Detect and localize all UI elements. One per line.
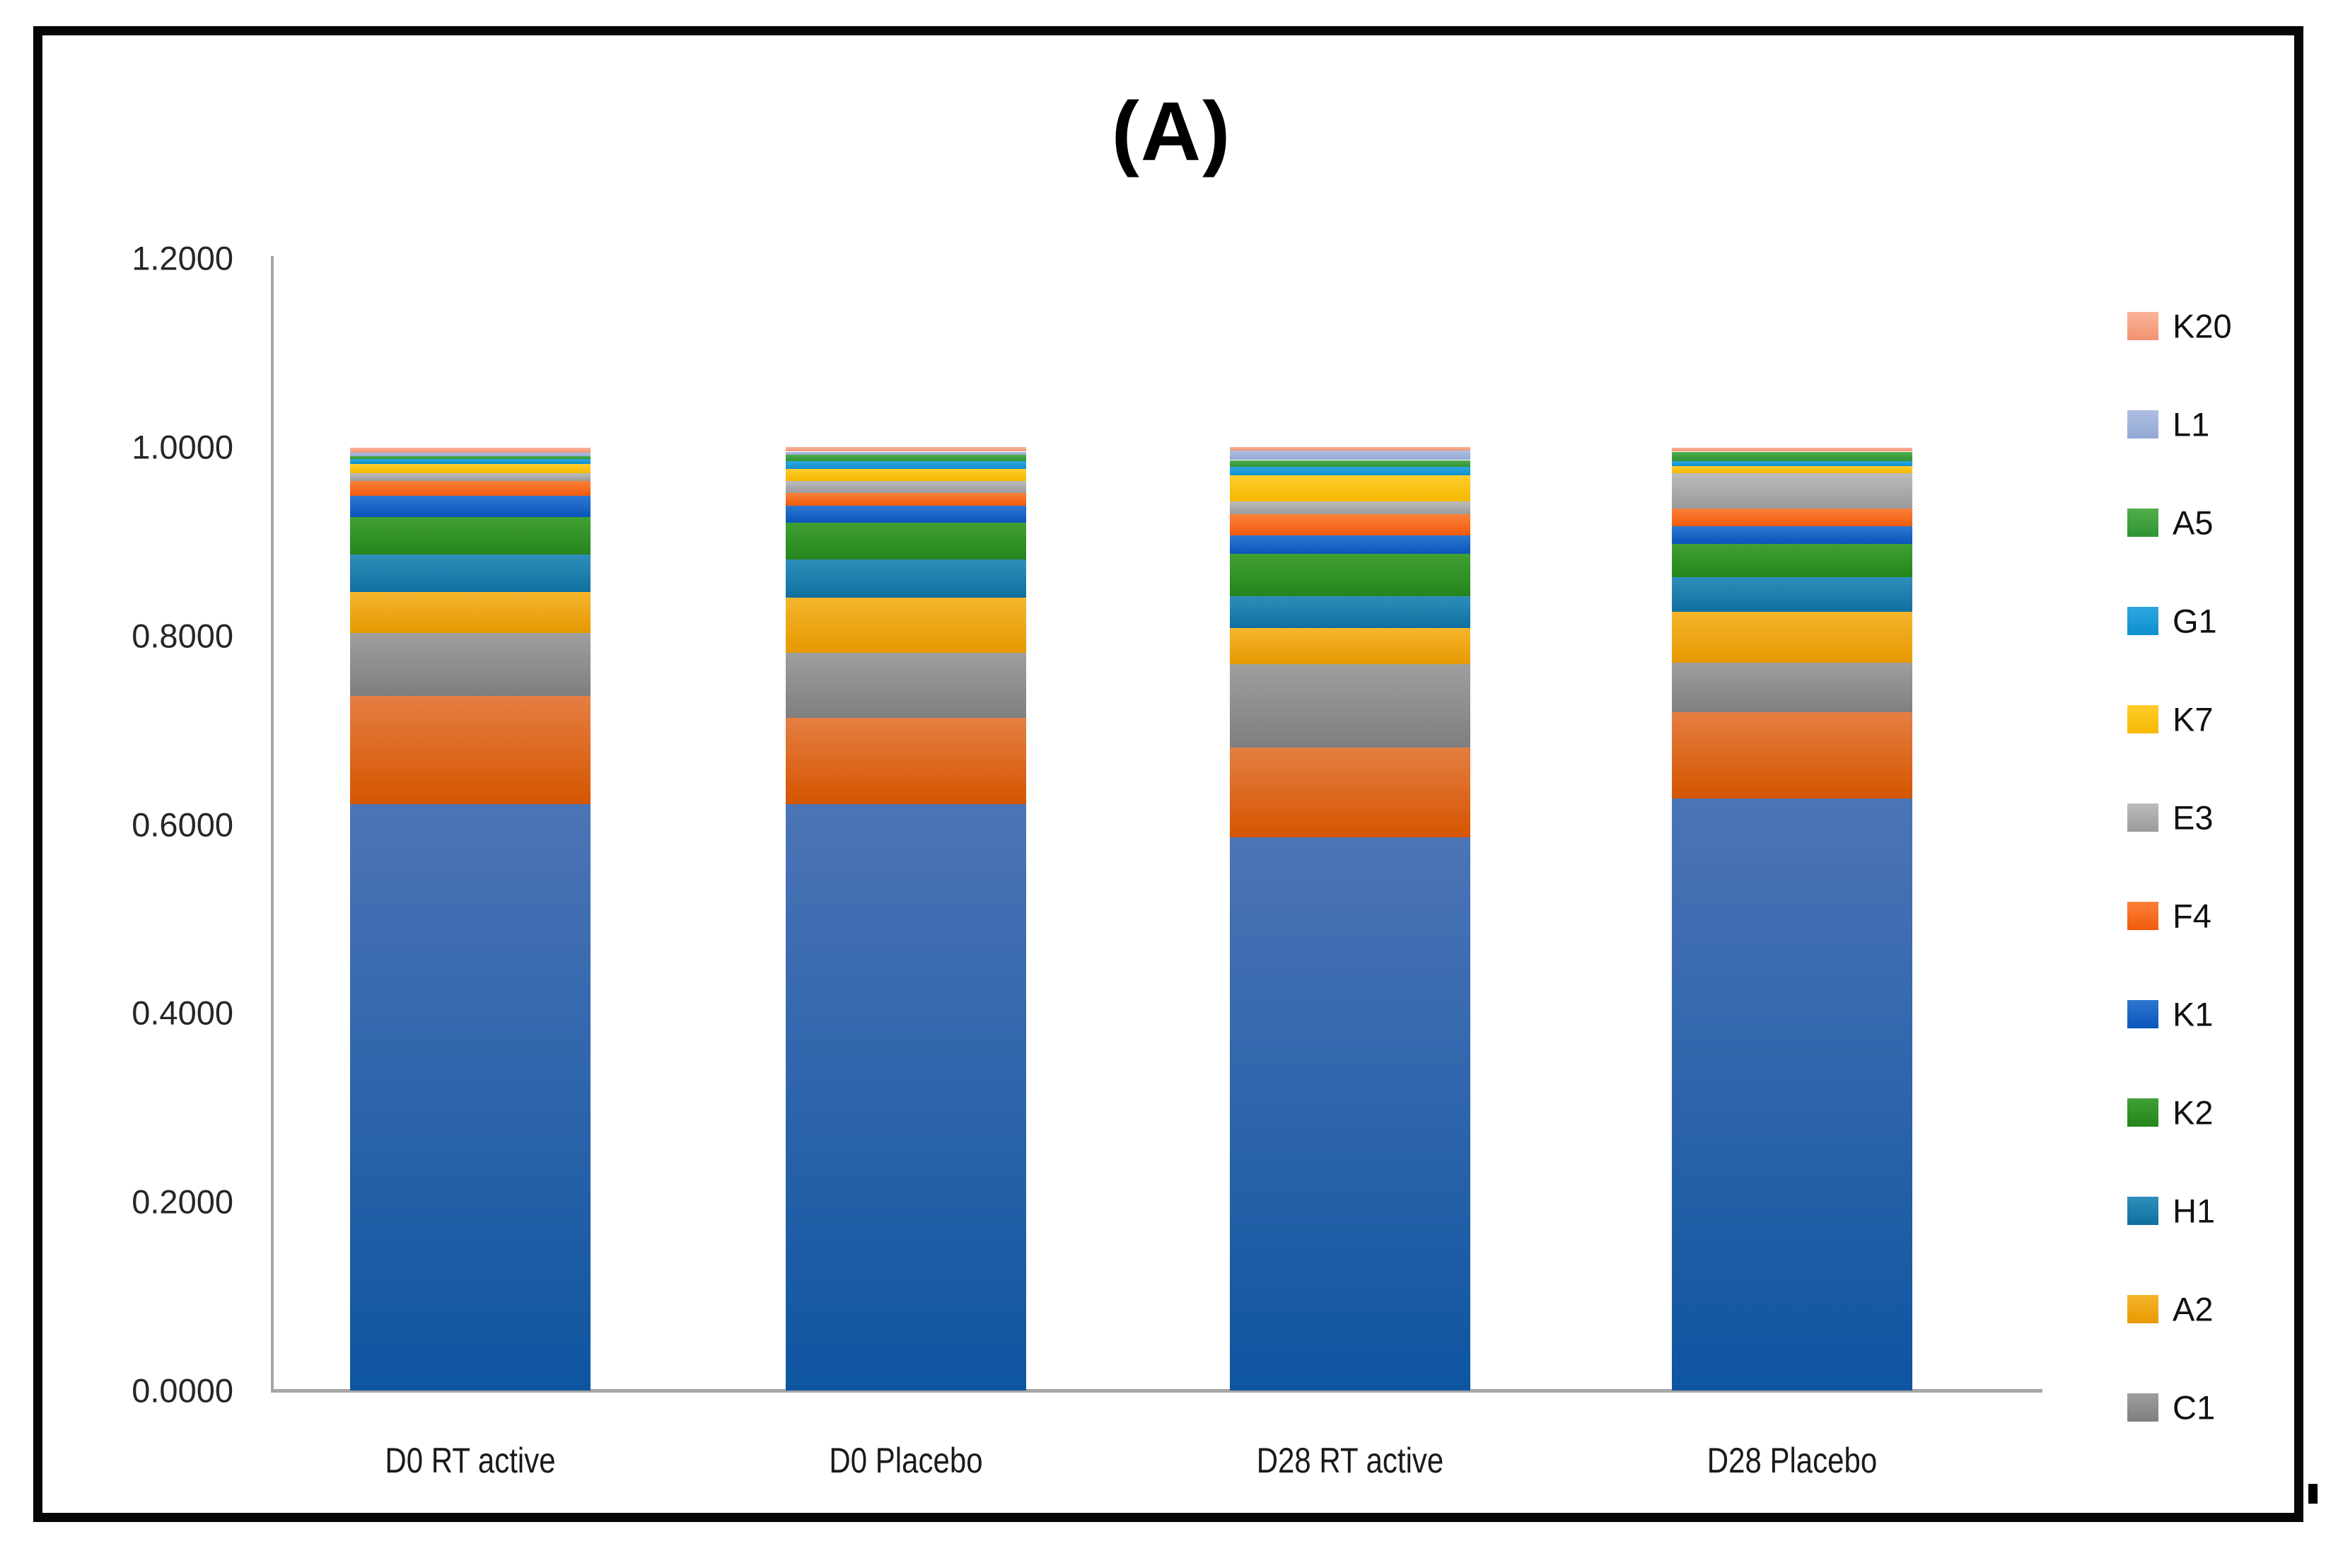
bar-segment-C1-2 bbox=[786, 652, 1026, 718]
legend-swatch-E3 bbox=[2127, 803, 2158, 832]
bar-segment-A2-4 bbox=[1672, 612, 1912, 663]
legend-swatch-A2 bbox=[2127, 1295, 2158, 1323]
chart-title: (A) bbox=[1111, 85, 1232, 178]
category-label: D0 Placebo bbox=[829, 1441, 983, 1480]
bar-segment-base-blue-3 bbox=[1230, 837, 1470, 1390]
bar-segment-K1-1 bbox=[350, 496, 591, 517]
bar-segment-base-orange-4 bbox=[1672, 712, 1912, 799]
bar-segment-A2-1 bbox=[350, 592, 591, 633]
bar-segment-H1-3 bbox=[1230, 596, 1470, 628]
legend-swatch-K20 bbox=[2127, 312, 2158, 340]
bar-segment-C1-4 bbox=[1672, 663, 1912, 712]
bar-segment-base-orange-3 bbox=[1230, 748, 1470, 838]
bar-segment-base-orange-2 bbox=[786, 717, 1026, 805]
bar-segment-F4-3 bbox=[1230, 513, 1470, 536]
bar-segment-A5-4 bbox=[1672, 451, 1912, 461]
bar-segment-A5-3 bbox=[1230, 460, 1470, 467]
bar-segment-L1-1 bbox=[350, 452, 591, 457]
bar-segment-base-orange-1 bbox=[350, 696, 591, 805]
bar-segment-L1-2 bbox=[786, 451, 1026, 455]
legend: K20 L1 A5 G1 K7 E3 F4 K1 K2 H1 A2 C1 bbox=[2127, 0, 2339, 1568]
bar-segment-G1-3 bbox=[1230, 466, 1470, 475]
category-label: D0 RT active bbox=[385, 1441, 556, 1480]
legend-label-L1: L1 bbox=[2173, 405, 2210, 443]
legend-swatch-A5 bbox=[2127, 509, 2158, 537]
bar-segment-K7-1 bbox=[350, 463, 591, 474]
legend-label-F4: F4 bbox=[2173, 897, 2211, 935]
legend-label-K1: K1 bbox=[2173, 995, 2214, 1033]
bar-segment-K7-2 bbox=[786, 468, 1026, 481]
bar-segment-K7-3 bbox=[1230, 475, 1470, 502]
stray-mark bbox=[2308, 1484, 2318, 1504]
y-axis-tick-label: 0.8000 bbox=[132, 617, 233, 655]
legend-label-C1: C1 bbox=[2173, 1388, 2216, 1427]
bar-segment-E3-3 bbox=[1230, 501, 1470, 514]
y-axis-tick-label: 1.2000 bbox=[132, 239, 233, 277]
y-axis-tick-label: 0.0000 bbox=[132, 1371, 233, 1410]
bar-segment-C1-3 bbox=[1230, 663, 1470, 748]
bar-segment-K20-3 bbox=[1230, 446, 1470, 451]
bar-segment-K20-4 bbox=[1672, 448, 1912, 452]
bar-segment-H1-1 bbox=[350, 554, 591, 593]
bar-segment-G1-2 bbox=[786, 460, 1026, 469]
bar-segment-A2-3 bbox=[1230, 627, 1470, 664]
bar-segment-F4-2 bbox=[786, 493, 1026, 506]
bar-segment-G1-1 bbox=[350, 459, 591, 464]
bar-segment-C1-1 bbox=[350, 632, 591, 697]
legend-swatch-K7 bbox=[2127, 705, 2158, 733]
bar-segment-E3-2 bbox=[786, 480, 1026, 494]
bar-segment-A5-2 bbox=[786, 454, 1026, 461]
bar-segment-H1-4 bbox=[1672, 576, 1912, 612]
bar-segment-base-blue-4 bbox=[1672, 798, 1912, 1390]
legend-label-K20: K20 bbox=[2173, 307, 2232, 345]
bar-segment-F4-1 bbox=[350, 480, 591, 496]
bar-segment-K2-2 bbox=[786, 522, 1026, 559]
legend-swatch-K1 bbox=[2127, 1000, 2158, 1028]
bar-segment-K2-3 bbox=[1230, 553, 1470, 596]
category-label: D28 RT active bbox=[1256, 1441, 1444, 1480]
y-axis-line bbox=[271, 256, 274, 1390]
bar-segment-K2-4 bbox=[1672, 544, 1912, 577]
bar-segment-K7-4 bbox=[1672, 465, 1912, 474]
bar-segment-L1-3 bbox=[1230, 451, 1470, 460]
bar-segment-K1-3 bbox=[1230, 535, 1470, 554]
bar-segment-K20-1 bbox=[350, 448, 591, 453]
legend-label-K7: K7 bbox=[2173, 700, 2214, 738]
x-axis-baseline bbox=[271, 1389, 2042, 1393]
bar-segment-H1-2 bbox=[786, 559, 1026, 598]
legend-swatch-C1 bbox=[2127, 1393, 2158, 1422]
bar-segment-K20-2 bbox=[786, 446, 1026, 452]
bar-segment-E3-4 bbox=[1672, 473, 1912, 509]
legend-label-K2: K2 bbox=[2173, 1093, 2214, 1132]
y-axis-tick-label: 0.2000 bbox=[132, 1183, 233, 1221]
category-label: D28 Placebo bbox=[1707, 1441, 1878, 1480]
legend-swatch-G1 bbox=[2127, 607, 2158, 635]
bar-segment-base-blue-1 bbox=[350, 804, 591, 1390]
legend-label-A2: A2 bbox=[2173, 1290, 2214, 1328]
legend-label-A5: A5 bbox=[2173, 504, 2214, 542]
legend-swatch-L1 bbox=[2127, 410, 2158, 439]
bar-segment-A5-1 bbox=[350, 456, 591, 460]
y-axis-tick-label: 0.4000 bbox=[132, 994, 233, 1032]
legend-swatch-H1 bbox=[2127, 1197, 2158, 1225]
bar-segment-A2-2 bbox=[786, 598, 1026, 653]
legend-swatch-F4 bbox=[2127, 902, 2158, 930]
legend-label-E3: E3 bbox=[2173, 798, 2214, 837]
bar-segment-base-blue-2 bbox=[786, 804, 1026, 1390]
legend-label-G1: G1 bbox=[2173, 602, 2217, 640]
bar-segment-K2-1 bbox=[350, 516, 591, 554]
legend-swatch-K2 bbox=[2127, 1098, 2158, 1127]
y-axis-tick-label: 0.6000 bbox=[132, 806, 233, 843]
bar-segment-K1-4 bbox=[1672, 525, 1912, 545]
legend-label-H1: H1 bbox=[2173, 1192, 2216, 1230]
bar-segment-G1-4 bbox=[1672, 460, 1912, 466]
bar-segment-E3-1 bbox=[350, 473, 591, 481]
y-axis-tick-label: 1.0000 bbox=[132, 428, 233, 466]
bar-segment-K1-2 bbox=[786, 505, 1026, 523]
bar-segment-F4-4 bbox=[1672, 508, 1912, 526]
